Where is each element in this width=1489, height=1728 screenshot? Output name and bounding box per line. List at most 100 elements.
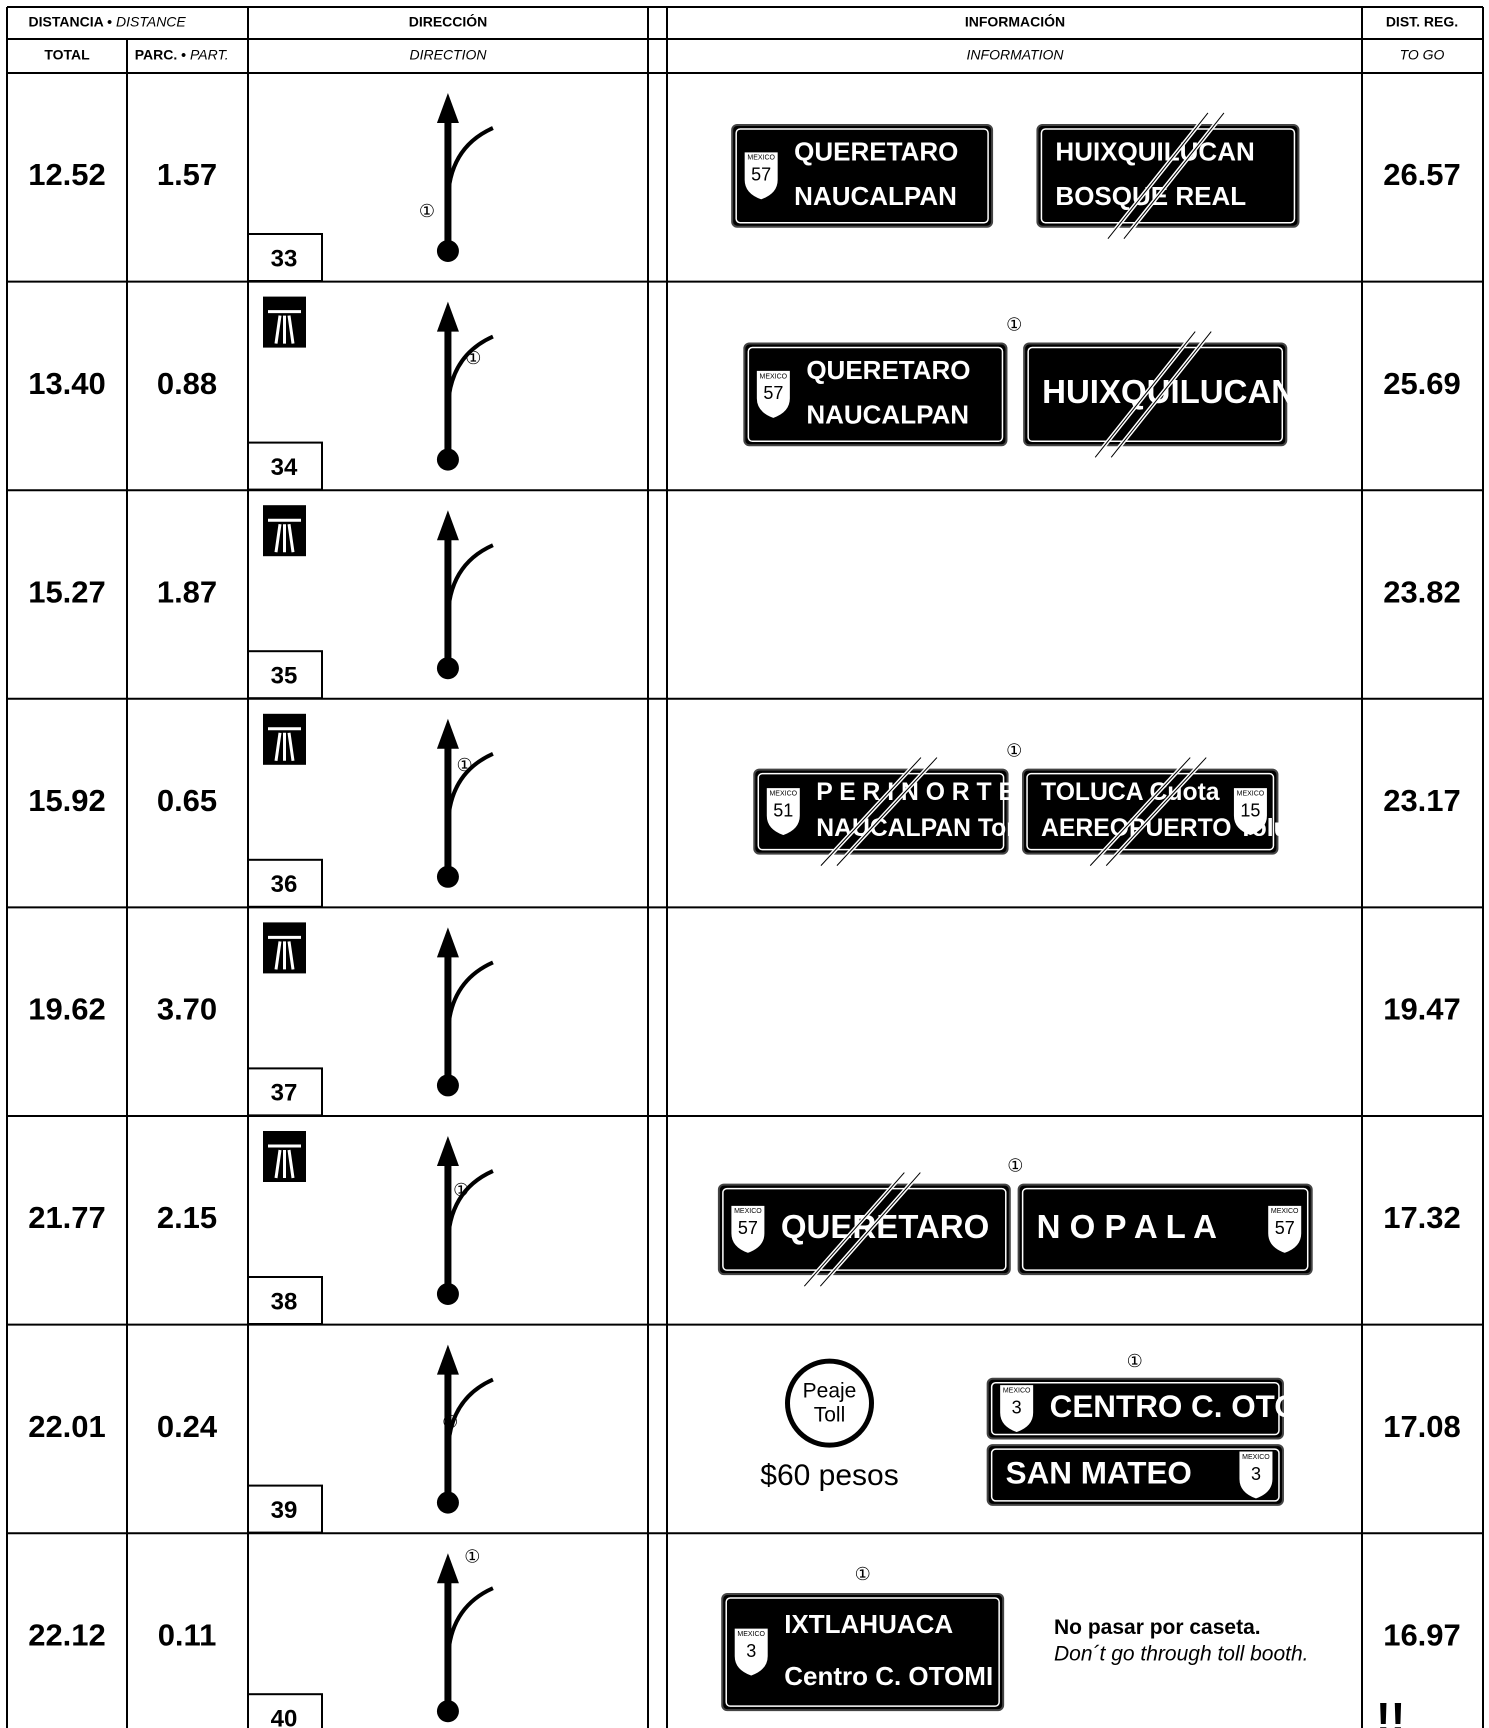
sign-border — [986, 1377, 1284, 1440]
shield-number: 57 — [751, 165, 771, 185]
step-box — [247, 650, 323, 700]
sign-border — [1017, 1183, 1313, 1276]
route-start — [436, 657, 459, 680]
step-box — [247, 1484, 323, 1534]
step-box — [247, 233, 323, 282]
route-start — [436, 865, 459, 888]
route-start — [436, 1283, 459, 1305]
note-es: No pasar por caseta. — [1054, 1616, 1261, 1639]
info-callout: ① — [1127, 1351, 1143, 1371]
route-branch — [445, 543, 494, 621]
sign-text: HUIXQUILUCAN — [1055, 136, 1254, 166]
step-number: 38 — [271, 1288, 298, 1315]
warning: !! — [1376, 1694, 1405, 1728]
step-box — [247, 1067, 323, 1117]
shield-label: MEXICO — [734, 1208, 762, 1215]
road-sign: MEXICO 57 N O P A L A — [1017, 1183, 1313, 1276]
step-box — [247, 441, 323, 491]
shield-label: MEXICO — [1003, 1387, 1031, 1394]
row: 12.52 1.57 26.57 33 ① MEXICO 57 QUERETARO NAUCAL… — [7, 93, 1483, 283]
sign-text: TOLUCA Cuota — [1041, 779, 1220, 806]
total-distance: 15.27 — [28, 574, 106, 609]
step-box — [247, 1693, 323, 1728]
route-shield — [730, 1204, 766, 1254]
route-shield — [755, 369, 791, 419]
shield-label: MEXICO — [760, 373, 788, 380]
route-branch — [445, 751, 494, 829]
total-distance: 13.40 — [28, 366, 106, 401]
sign-inner-border — [1026, 772, 1275, 851]
motorway-icon-lanes — [268, 1144, 301, 1179]
distance-to-go: 23.17 — [1383, 783, 1461, 818]
sign-text: CENTRO C. OTOMI — [1050, 1389, 1334, 1424]
sign-text: Centro C. OTOMI — [784, 1661, 993, 1691]
diagram-callout: ① — [453, 1180, 469, 1200]
sign-inner-border — [1021, 1187, 1309, 1271]
partial-distance: 3.70 — [157, 992, 217, 1027]
header-total: TOTAL — [44, 47, 90, 63]
total-distance: 22.01 — [28, 1409, 106, 1444]
diagram-callout: ① — [442, 1412, 458, 1432]
row: 22.12 0.11 16.97!! 40 ① ① MEXICO 3 IXTLAHUACA Cen… — [28, 1546, 1461, 1728]
road-sign: MEXICO 57 QUERETARO NAUCALPAN — [731, 123, 994, 228]
route-arrow — [436, 510, 459, 541]
step-number: 39 — [271, 1497, 298, 1524]
road-sign: MEXICO 3 SAN MATEO — [986, 1444, 1284, 1506]
shield-number: 15 — [1240, 800, 1260, 820]
header-distance-en: DISTANCE — [116, 14, 186, 30]
shield-label: MEXICO — [737, 1631, 765, 1638]
header-partial-en: PART. — [190, 47, 229, 63]
distance-to-go: 26.57 — [1383, 157, 1461, 192]
header-dist-reg: DIST. REG. — [1386, 14, 1458, 30]
distance-to-go: 17.32 — [1383, 1200, 1461, 1235]
shield-number: 51 — [773, 800, 793, 820]
route-branch — [445, 1377, 494, 1455]
sign-border — [1022, 768, 1279, 855]
route-branch — [445, 960, 494, 1038]
step-box — [247, 1276, 323, 1325]
strike-lines-edge — [803, 1172, 921, 1287]
sign-text: SAN MATEO — [1006, 1455, 1192, 1490]
shield-number: 57 — [1275, 1218, 1295, 1238]
toll-text: Toll — [814, 1404, 846, 1427]
sign-text: NAUCALPAN — [806, 400, 969, 430]
route-arrow — [436, 1344, 459, 1375]
info-callout: ① — [1006, 315, 1022, 335]
sign-inner-border — [735, 128, 989, 224]
road-sign: MEXICO 3 CENTRO C. OTOMI — [986, 1377, 1334, 1440]
sign-inner-border — [757, 772, 1005, 851]
road-sign: MEXICO 15 TOLUCA Cuota AEREOPUERTO Toluca — [1022, 756, 1316, 867]
sign-border — [753, 768, 1009, 855]
step-number: 40 — [271, 1706, 298, 1728]
sign-border — [743, 342, 1008, 447]
route-shield — [999, 1384, 1035, 1434]
road-sign: HUIXQUILUCAN — [1023, 330, 1295, 459]
total-distance: 15.92 — [28, 783, 106, 818]
road-sign: MEXICO 51 P E R I N O R T E NAUCALPAN Toreo — [753, 756, 1045, 867]
distance-to-go: 16.97 — [1383, 1617, 1461, 1652]
route-start — [436, 240, 459, 262]
sign-text: NAUCALPAN — [794, 181, 957, 211]
note-en: Don´t go through toll booth. — [1054, 1642, 1309, 1665]
distance-to-go: 23.82 — [1383, 574, 1461, 609]
shield-number: 3 — [746, 1641, 756, 1661]
sign-border — [1023, 342, 1288, 447]
info-callout: ① — [1007, 1156, 1023, 1176]
total-distance: 22.12 — [28, 1617, 106, 1652]
step-box — [247, 858, 323, 908]
route-shield — [1232, 787, 1268, 837]
sign-inner-border — [747, 346, 1004, 443]
motorway-icon-lanes — [268, 935, 301, 970]
motorway-icon-lanes — [268, 310, 301, 344]
route-arrow — [436, 927, 459, 958]
sign-inner-border — [1040, 128, 1296, 224]
row: 22.01 0.24 17.08 39 ① ① MEXICO 3 CENTRO C. OTOMI… — [7, 1344, 1483, 1535]
header-distance: DISTANCIA • — [29, 14, 113, 30]
header-information: INFORMACIÓN — [965, 13, 1065, 30]
road-sign: MEXICO 3 IXTLAHUACA Centro C. OTOMI — [721, 1593, 1005, 1712]
sign-border — [717, 1183, 1011, 1276]
